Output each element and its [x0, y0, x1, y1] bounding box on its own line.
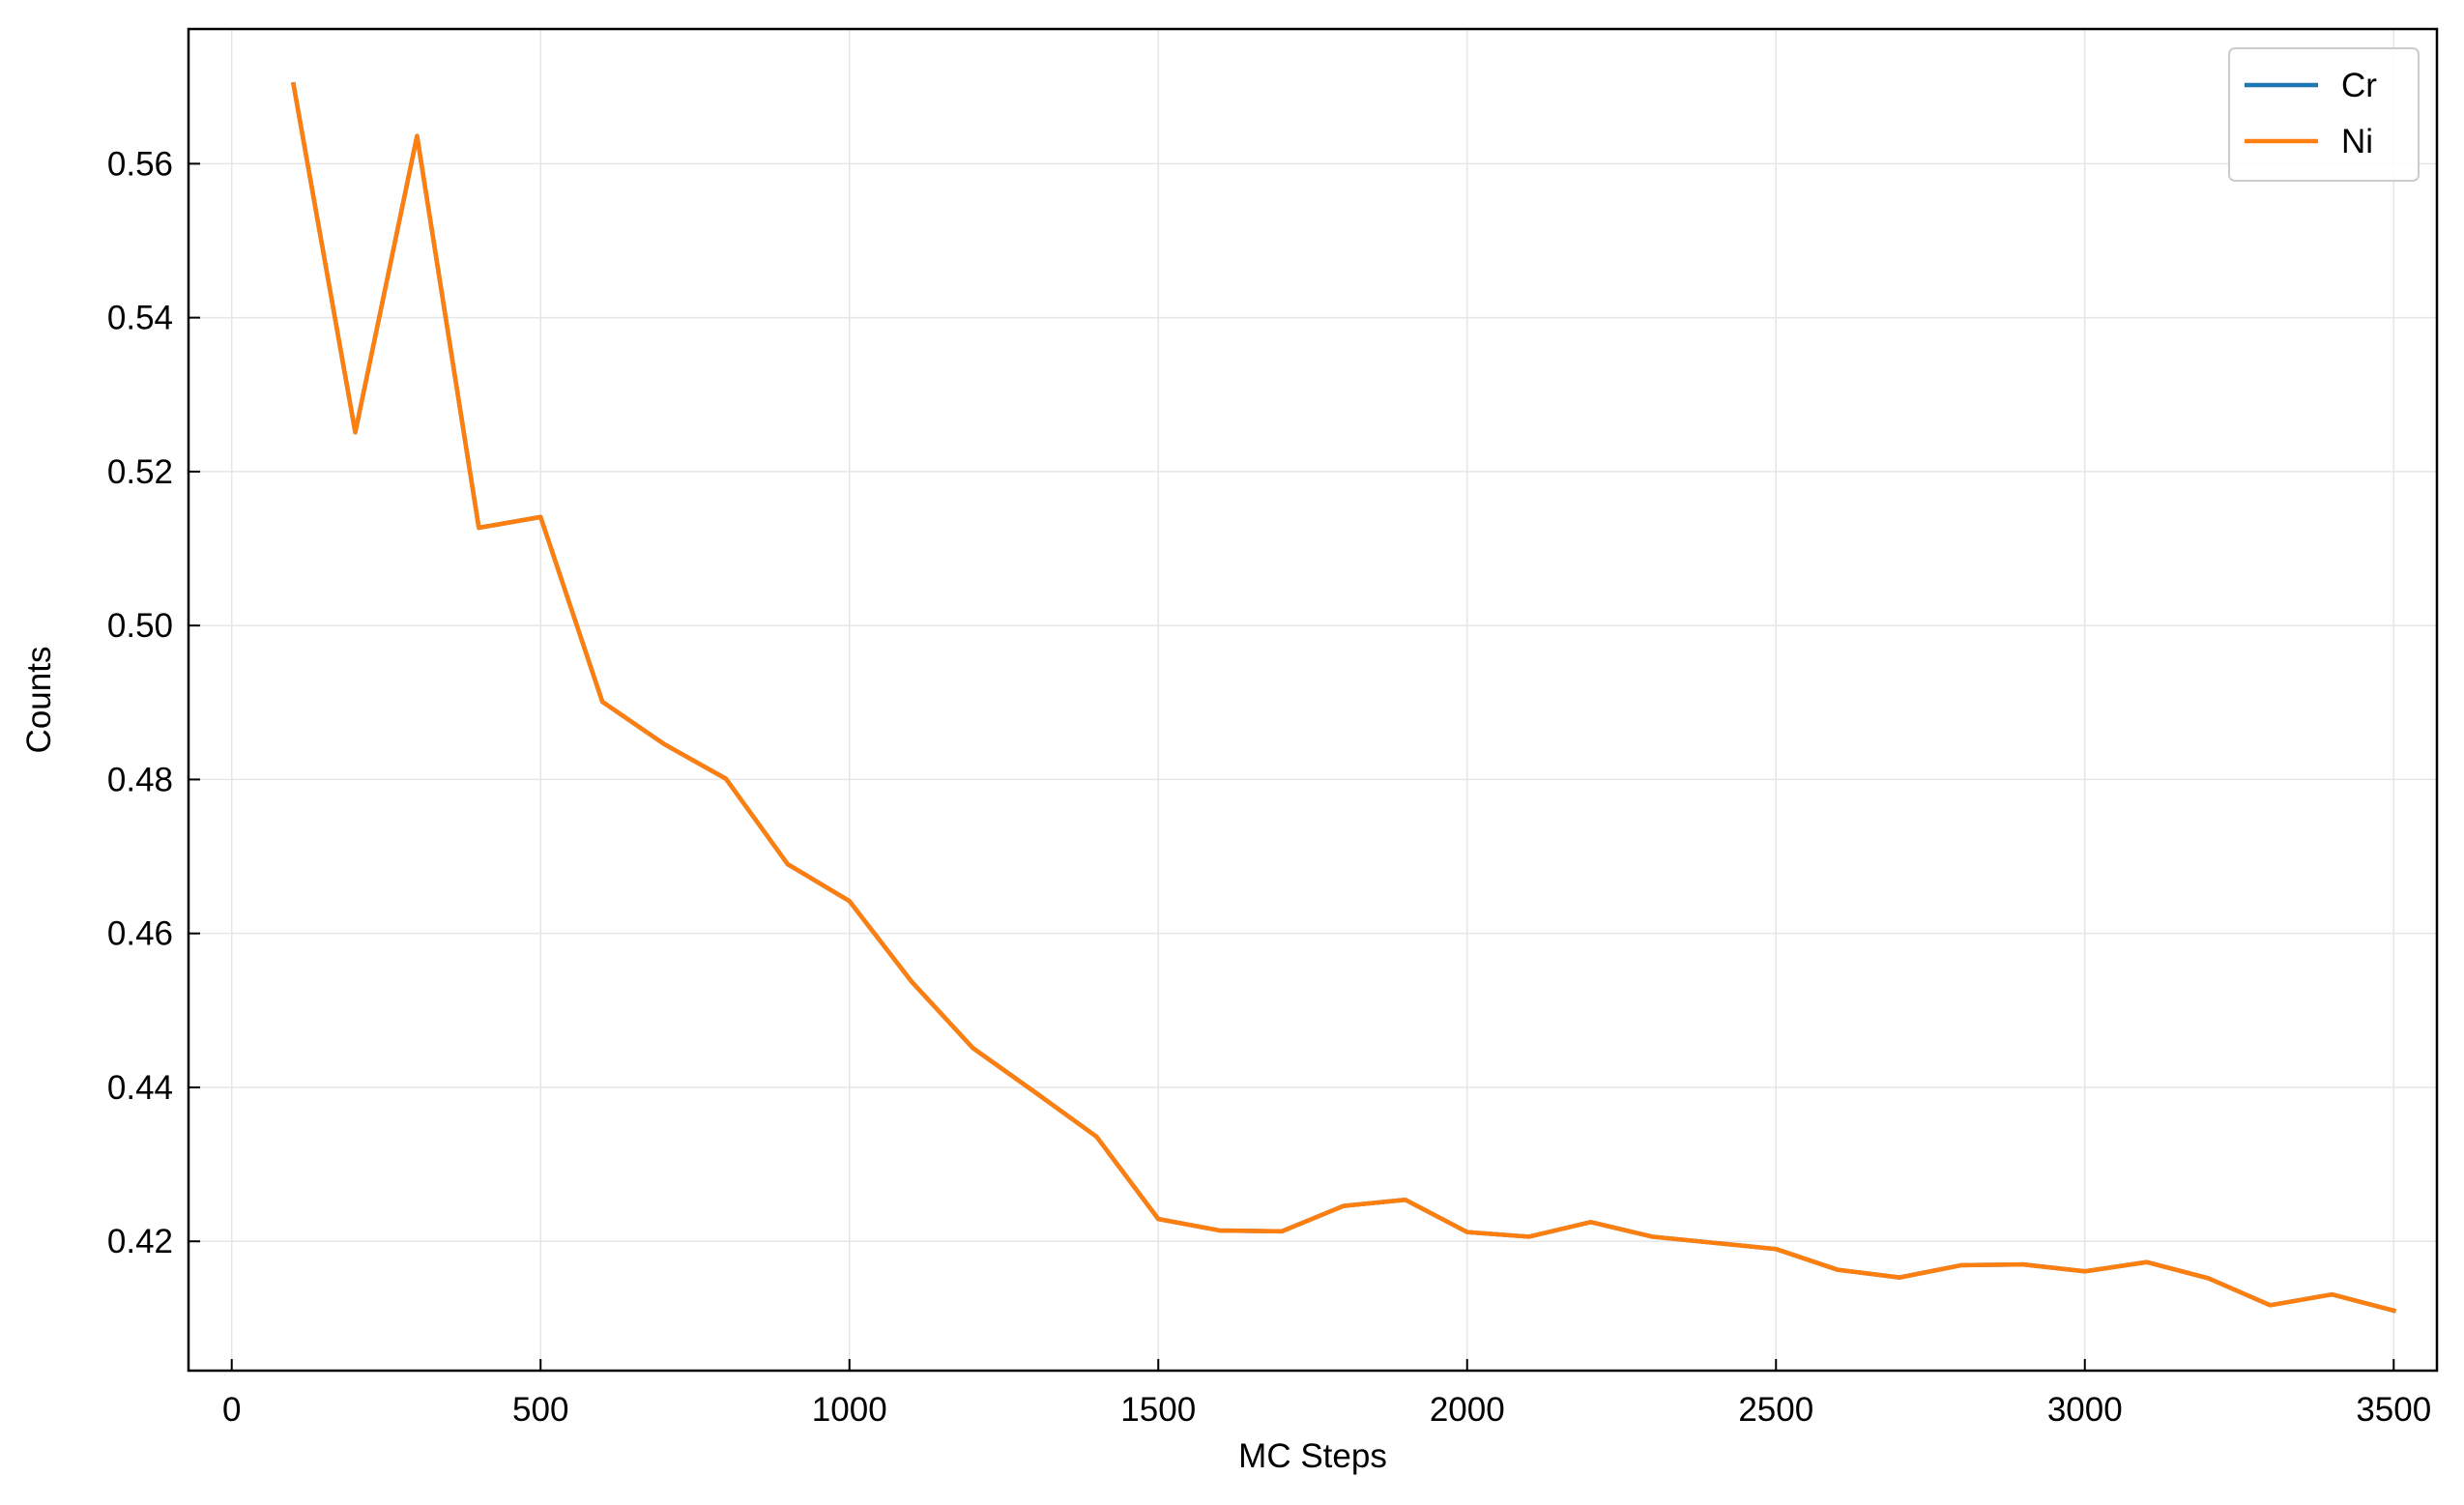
y-tick-label: 0.48 — [107, 761, 173, 798]
legend-box — [2228, 47, 2420, 182]
axis-ticks: 0 500 1000 1500 2000 2500 3000 3500 0.42 0.44 0.46… — [107, 145, 2431, 1429]
x-tick-label: 3000 — [2047, 1391, 2123, 1429]
x-tick-label: 1000 — [812, 1391, 887, 1429]
legend: Cr Ni — [2228, 47, 2420, 182]
x-tick-label: 2000 — [1430, 1391, 1505, 1429]
y-tick-label: 0.50 — [107, 607, 173, 645]
x-tick-label: 500 — [512, 1391, 568, 1429]
y-tick-label: 0.52 — [107, 453, 173, 491]
x-tick-label: 3500 — [2356, 1391, 2431, 1429]
series-line-ni — [291, 81, 2397, 1314]
plot-frame — [187, 27, 2439, 1373]
x-tick-label: 1500 — [1120, 1391, 1196, 1429]
y-axis-label: Counts — [20, 647, 58, 754]
x-tick-label: 0 — [222, 1391, 241, 1429]
legend-label-cr: Cr — [2341, 67, 2377, 104]
y-tick-label: 0.46 — [107, 915, 173, 953]
plot-area — [291, 81, 2397, 1314]
y-tick-label: 0.44 — [107, 1069, 173, 1107]
y-tick-label: 0.54 — [107, 300, 173, 337]
y-tick-label: 0.56 — [107, 145, 173, 183]
grid — [188, 29, 2437, 1371]
x-tick-label: 2500 — [1738, 1391, 1813, 1429]
x-axis-label: MC Steps — [1238, 1437, 1387, 1475]
legend-label-ni: Ni — [2341, 123, 2373, 160]
y-tick-label: 0.42 — [107, 1223, 173, 1260]
